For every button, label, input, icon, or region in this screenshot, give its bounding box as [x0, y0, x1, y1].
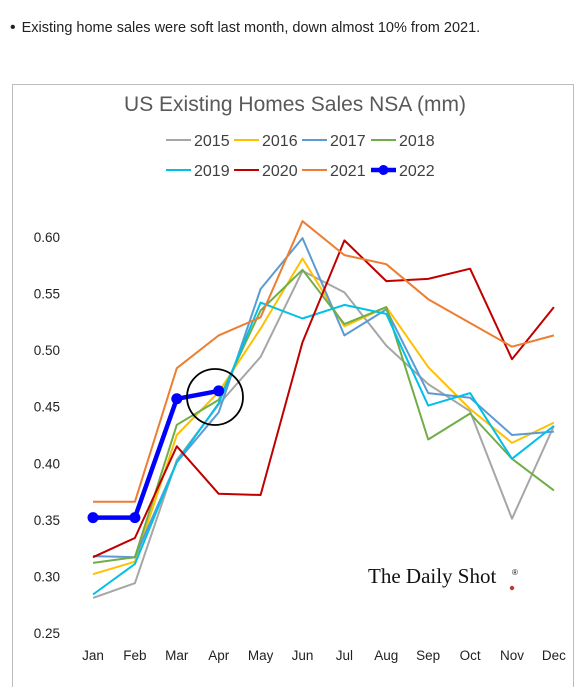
legend-label: 2018	[399, 133, 435, 150]
note-text: Existing home sales were soft last month…	[21, 20, 481, 36]
x-axis: Jan Feb Mar Apr May Jun Jul Aug Sep Oct Nov Dec	[82, 648, 566, 663]
x-tick-label: Dec	[542, 648, 566, 663]
series-line-2018	[92, 268, 555, 564]
x-tick-label: Aug	[374, 648, 398, 663]
legend-label: 2019	[194, 163, 230, 180]
y-tick-label: 0.50	[34, 343, 60, 358]
legend-label: 2017	[330, 133, 366, 150]
x-tick-label: Jun	[292, 648, 314, 663]
y-tick-label: 0.30	[34, 569, 60, 584]
x-tick-label: Nov	[500, 648, 524, 663]
y-tick-label: 0.40	[34, 456, 60, 471]
series-line-2019	[92, 301, 555, 596]
y-tick-label: 0.60	[34, 230, 60, 245]
x-tick-label: Feb	[123, 648, 146, 663]
legend-label: 2022	[399, 163, 435, 180]
series-line-2021	[93, 220, 555, 503]
series-point-2022	[171, 393, 183, 405]
series-lines	[87, 220, 555, 599]
x-tick-label: Oct	[460, 648, 481, 663]
legend-item-2021: 2021	[302, 163, 366, 180]
y-tick-label: 0.45	[34, 400, 60, 415]
x-tick-label: Jan	[82, 648, 104, 663]
series-line-2020	[92, 239, 555, 559]
legend-item-2022: 2022	[371, 163, 435, 180]
x-tick-label: Jul	[336, 648, 353, 663]
x-tick-label: Mar	[165, 648, 189, 663]
legend-item-2018: 2018	[371, 133, 435, 150]
legend-item-2015: 2015	[166, 133, 230, 150]
bullet-icon: •	[10, 19, 16, 36]
legend-item-2020: 2020	[234, 163, 298, 180]
legend-label: 2021	[330, 163, 366, 180]
series-point-2022	[129, 512, 141, 524]
brand-text: The Daily Shot	[368, 564, 496, 588]
x-tick-label: May	[248, 648, 274, 663]
brand-dot	[509, 585, 515, 591]
legend-label: 2016	[262, 133, 298, 150]
y-tick-label: 0.55	[34, 287, 60, 302]
line-chart: US Existing Homes Sales NSA (mm) 2015 201…	[34, 93, 566, 663]
y-axis: 0.25 0.30 0.35 0.40 0.45 0.50 0.55 0.60	[34, 230, 60, 641]
y-tick-label: 0.35	[34, 513, 60, 528]
chart-title: US Existing Homes Sales NSA (mm)	[124, 93, 466, 116]
series-point-2022	[87, 512, 99, 524]
legend-item-2017: 2017	[302, 133, 366, 150]
legend-label: 2015	[194, 133, 230, 150]
legend-marker	[378, 165, 389, 175]
bullet-note: • Existing home sales were soft last mon…	[10, 19, 570, 37]
chart-legend: 2015 2016 2017 2018 2019 2020 2021 2022	[166, 133, 435, 180]
brand-logo: The Daily Shot ®	[368, 564, 518, 591]
highlight-circle	[186, 368, 244, 426]
legend-item-2019: 2019	[166, 163, 230, 180]
chart-panel: US Existing Homes Sales NSA (mm) 2015 201…	[12, 84, 574, 687]
brand-registered-mark: ®	[512, 568, 518, 577]
x-tick-label: Sep	[416, 648, 440, 663]
legend-item-2016: 2016	[234, 133, 298, 150]
series-line-2022	[93, 388, 220, 520]
y-tick-label: 0.25	[34, 626, 60, 641]
series-point-2022	[213, 385, 225, 397]
series-line-2017	[92, 237, 554, 559]
x-tick-label: Apr	[208, 648, 230, 663]
legend-label: 2020	[262, 163, 298, 180]
